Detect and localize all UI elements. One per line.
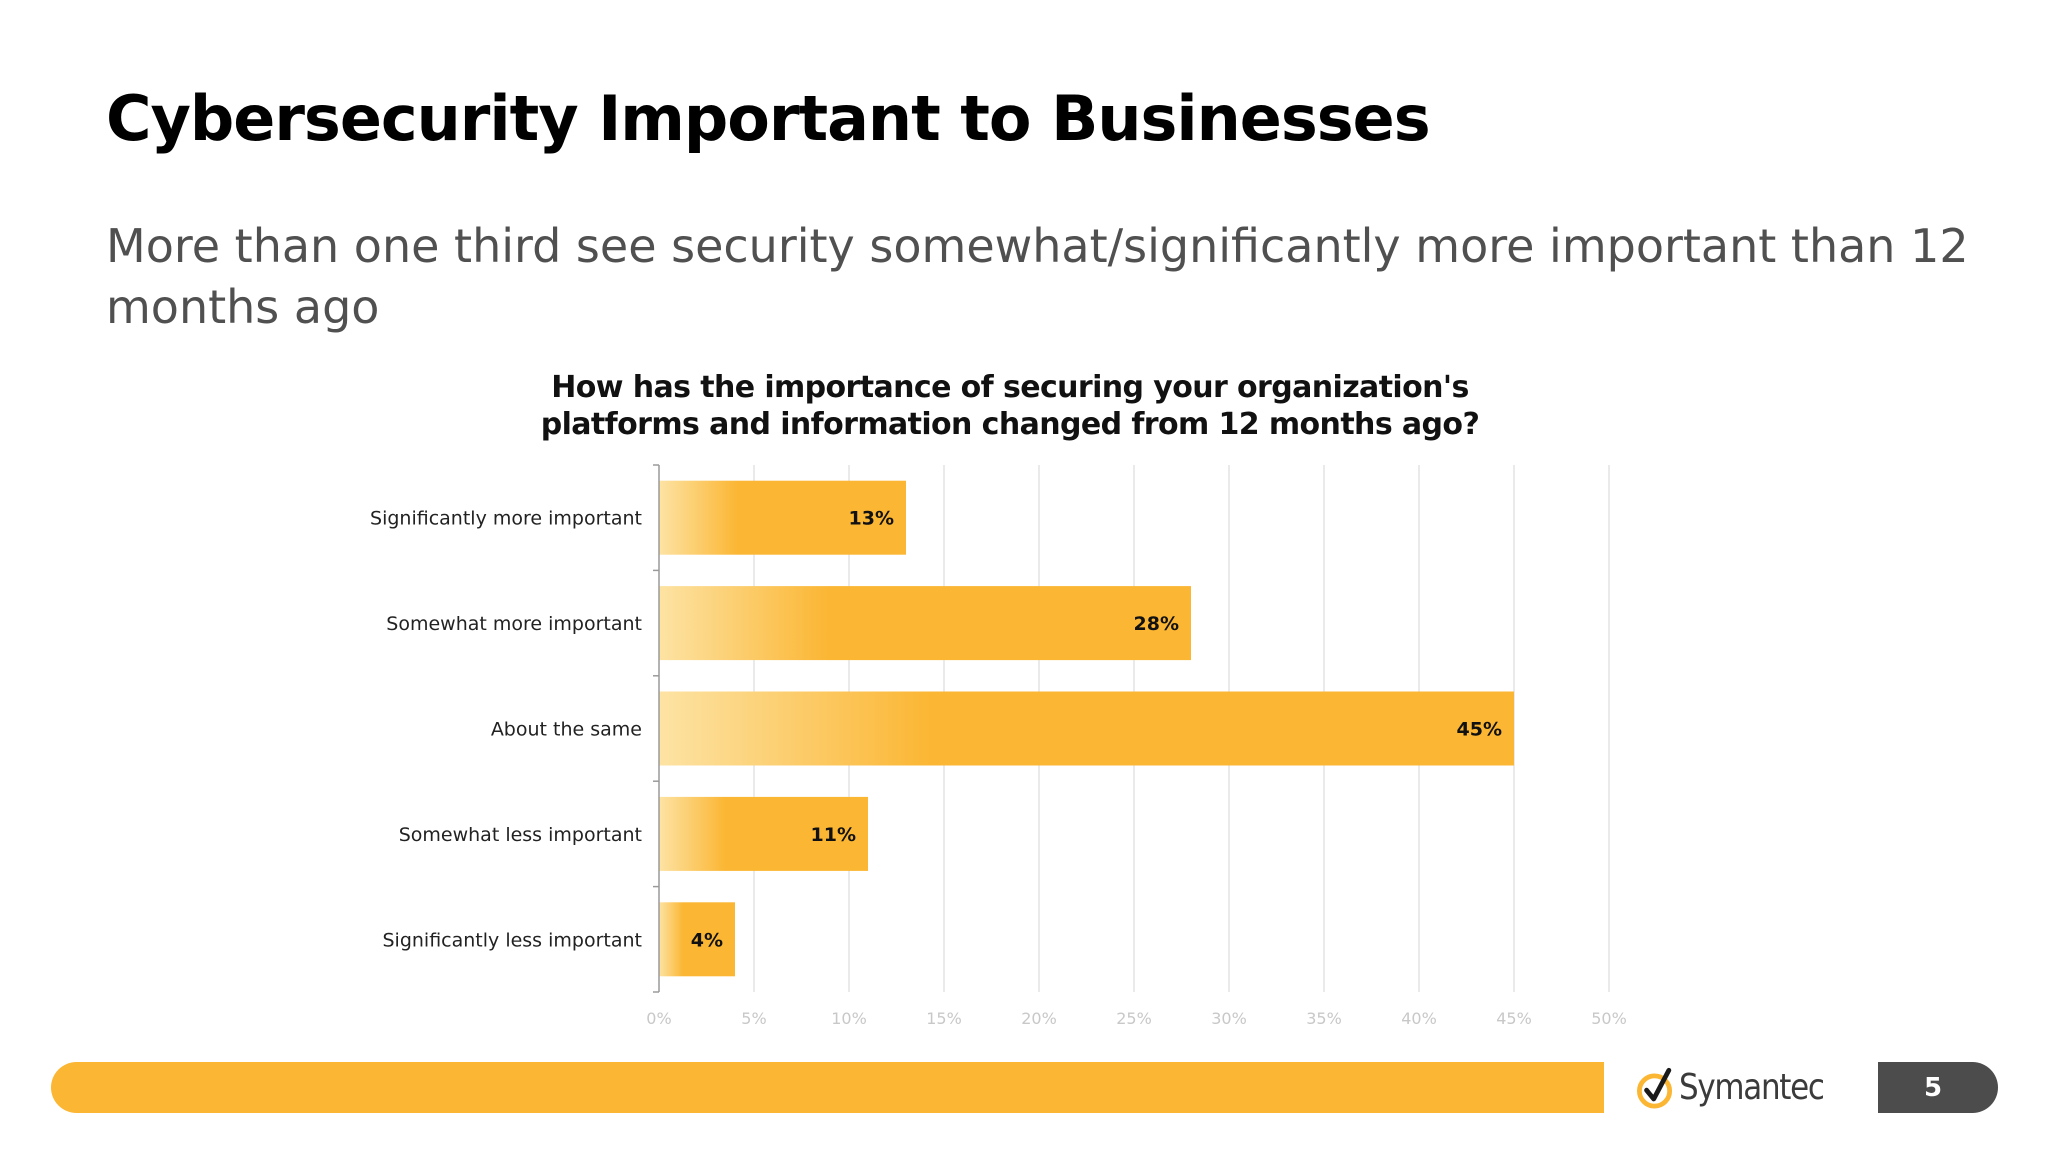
bar-4: [659, 796, 868, 871]
data-label-2: 28%: [1134, 613, 1179, 635]
slide-title: Cybersecurity Important to Businesses: [106, 82, 1431, 155]
x-tick-label: 25%: [1116, 1009, 1152, 1028]
category-label-1: Significantly more important: [370, 508, 642, 530]
x-tick-label: 5%: [741, 1009, 766, 1028]
chart-title-line-2: platforms and information changed from 1…: [541, 407, 1480, 442]
x-tick-label: 15%: [926, 1009, 962, 1028]
x-tick-label: 0%: [646, 1009, 671, 1028]
bar-3: [659, 691, 1514, 766]
data-label-5: 4%: [691, 929, 723, 951]
chart-axes: 0% 5% 10% 15% 20% 25% 30% 35% 40% 45% 50% Significa…: [370, 464, 1627, 1028]
checkmark-logo-icon: [1637, 1067, 1673, 1109]
x-tick-label: 10%: [831, 1009, 867, 1028]
bar-5: [659, 902, 735, 977]
data-label-1: 13%: [849, 508, 894, 530]
bar-1: [659, 480, 906, 555]
x-tick-label: 20%: [1021, 1009, 1057, 1028]
x-tick-label: 35%: [1306, 1009, 1342, 1028]
data-label-4: 11%: [811, 824, 856, 846]
x-tick-label: 50%: [1591, 1009, 1627, 1028]
category-label-5: Significantly less important: [382, 929, 642, 951]
brand-name: Symantec: [1678, 1066, 1825, 1108]
x-tick-label: 40%: [1401, 1009, 1437, 1028]
category-label-4: Somewhat less important: [399, 824, 642, 846]
x-tick-label: 30%: [1211, 1009, 1247, 1028]
chart: How has the importance of securing your …: [370, 370, 1627, 1028]
category-label-3: About the same: [491, 719, 642, 741]
symantec-logo: Symantec: [1637, 1058, 1847, 1116]
page-number: 5: [1878, 1062, 1998, 1113]
data-label-3: 45%: [1457, 719, 1502, 741]
footer-bar: [51, 1062, 1604, 1113]
x-tick-label: 45%: [1496, 1009, 1532, 1028]
slide-subtitle: More than one third see security somewha…: [106, 219, 1969, 334]
chart-bars: 13% 28% 45% 11% 4%: [659, 480, 1514, 977]
bar-2: [659, 586, 1191, 661]
chart-title-line-1: How has the importance of securing your …: [551, 370, 1468, 405]
category-label-2: Somewhat more important: [386, 613, 642, 635]
